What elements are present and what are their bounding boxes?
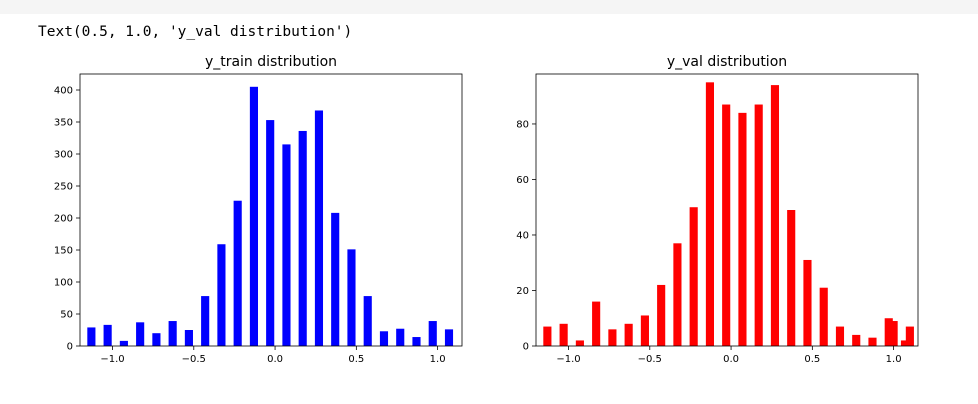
val-bar [657, 284, 666, 346]
val-axes-frame [535, 73, 919, 347]
val-bar [738, 112, 747, 346]
val-bar [770, 85, 780, 346]
train-xtick-label: −1.0 [100, 354, 124, 365]
val-bar [559, 323, 568, 346]
val-bar [543, 326, 552, 346]
val-chart-title: y_val distribution [667, 54, 787, 70]
train-xtick-label: 1.0 [430, 354, 446, 365]
val-bar [868, 337, 877, 346]
output-text: Text(0.5, 1.0, 'y_val distribution') [38, 24, 353, 40]
val-bar [884, 318, 893, 346]
val-ytick-label: 0 [523, 342, 529, 353]
train-bar [282, 144, 291, 346]
val-bar [900, 340, 910, 346]
train-ytick-label: 250 [54, 182, 73, 193]
val-bar [852, 334, 861, 346]
val-xtick-label: 0.5 [804, 354, 820, 365]
train-bar [184, 330, 193, 346]
val-bar [722, 104, 731, 346]
train-bar [363, 296, 372, 346]
val-ytick-label: 20 [516, 286, 529, 297]
train-bar [396, 328, 405, 346]
val-bar [754, 104, 763, 346]
train-xtick-label: 0.5 [348, 354, 364, 365]
val-xtick-label: −0.5 [638, 354, 662, 365]
train-bar [103, 324, 112, 346]
val-xtick-label: −1.0 [556, 354, 580, 365]
train-bar [298, 130, 307, 346]
val-bar [787, 210, 796, 346]
train-ytick-label: 50 [60, 310, 73, 321]
top-strip [0, 0, 978, 14]
val-bar [575, 340, 584, 346]
val-bar [624, 323, 633, 346]
train-bar [428, 321, 437, 346]
train-ytick-label: 400 [54, 86, 73, 97]
val-bar [835, 326, 845, 346]
train-bar [249, 86, 258, 347]
train-bar [412, 337, 421, 346]
val-bar [803, 259, 812, 346]
train-bar [168, 321, 177, 346]
val-ytick-label: 80 [516, 119, 529, 130]
train-bar [119, 340, 128, 346]
train-bar [87, 327, 96, 346]
train-axes-frame [79, 73, 463, 347]
val-bar [905, 326, 914, 346]
train-bar [379, 331, 389, 346]
train-xtick-label: −0.5 [182, 354, 206, 365]
train-bar [136, 322, 145, 346]
train-bar [347, 249, 356, 346]
val-xtick-label: 1.0 [886, 354, 902, 365]
val-bar [819, 287, 828, 346]
val-bar [608, 329, 617, 346]
val-ytick-label: 60 [516, 175, 529, 186]
val-ytick-label: 40 [516, 230, 529, 241]
train-bar [233, 200, 242, 346]
val-bar [689, 207, 698, 346]
train-bar [314, 110, 324, 346]
val-bar [640, 315, 649, 346]
train-bar [266, 120, 275, 346]
val-bar [673, 243, 682, 346]
train-bar [152, 333, 161, 346]
val-bar [592, 301, 601, 346]
train-xtick-label: 0.0 [267, 354, 283, 365]
train-bar [331, 212, 340, 346]
train-ytick-label: 350 [54, 118, 73, 129]
train-ytick-label: 300 [54, 150, 73, 161]
train-chart-title: y_train distribution [205, 54, 337, 70]
val-bar [705, 82, 714, 346]
train-bar [444, 329, 454, 346]
val-xtick-label: 0.0 [723, 354, 739, 365]
train-ytick-label: 100 [54, 278, 73, 289]
train-bar [217, 244, 226, 346]
train-ytick-label: 150 [54, 246, 73, 257]
train-ytick-label: 200 [54, 214, 73, 225]
val-bar [889, 321, 898, 346]
train-bar [201, 296, 210, 346]
train-ytick-label: 0 [67, 342, 73, 353]
